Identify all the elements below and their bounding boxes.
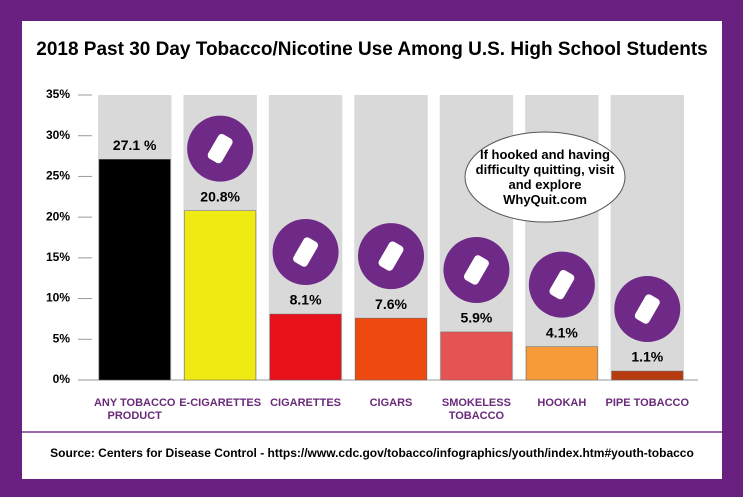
x-tick-label: CIGARETTES xyxy=(270,397,342,409)
y-tick-label: 25% xyxy=(46,169,70,183)
bar xyxy=(98,159,171,381)
y-tick-label: 0% xyxy=(53,372,71,386)
icon-glyph xyxy=(634,294,660,324)
value-label: 27.1 % xyxy=(113,137,157,153)
icon-glyph xyxy=(378,241,404,271)
bar xyxy=(269,313,342,381)
value-label: 1.1% xyxy=(631,349,663,365)
value-label: 5.9% xyxy=(460,310,492,326)
y-tick-label: 35% xyxy=(46,87,70,101)
y-tick-label: 10% xyxy=(46,291,70,305)
bar xyxy=(611,370,684,381)
bar xyxy=(355,317,427,381)
value-label: 7.6% xyxy=(375,296,407,312)
x-tick-label: E-CIGARETTES xyxy=(179,397,262,409)
value-label: 20.8% xyxy=(200,188,240,204)
chart-title: 2018 Past 30 Day Tobacco/Nicotine Use Am… xyxy=(36,39,708,60)
note-bubble xyxy=(464,131,626,223)
icon-glyph xyxy=(207,133,233,164)
y-tick-label: 15% xyxy=(46,250,70,264)
bar xyxy=(440,331,513,381)
x-tick-label: CIGARS xyxy=(369,397,413,409)
x-tick-label: PIPE TOBACCO xyxy=(605,397,690,409)
value-label: 8.1% xyxy=(290,292,322,308)
y-tick-label: 5% xyxy=(53,331,71,345)
bar xyxy=(184,210,257,381)
y-tick-label: 30% xyxy=(46,128,70,142)
x-tick-label: SMOKELESS TOBACCO xyxy=(441,397,511,422)
x-tick-label: HOOKAH xyxy=(537,397,587,409)
y-tick-label: 20% xyxy=(46,209,70,223)
x-tick-label: ANY TOBACCO PRODUCT xyxy=(93,397,176,422)
value-label: 4.1% xyxy=(546,324,578,340)
annotation: If hooked and having difficulty quitting… xyxy=(475,147,615,207)
source: Source: Centers for Disease Control - ht… xyxy=(50,446,694,460)
icon-glyph xyxy=(463,255,489,285)
icon-glyph xyxy=(549,269,575,300)
icon-glyph xyxy=(293,237,319,267)
bar xyxy=(525,346,598,381)
